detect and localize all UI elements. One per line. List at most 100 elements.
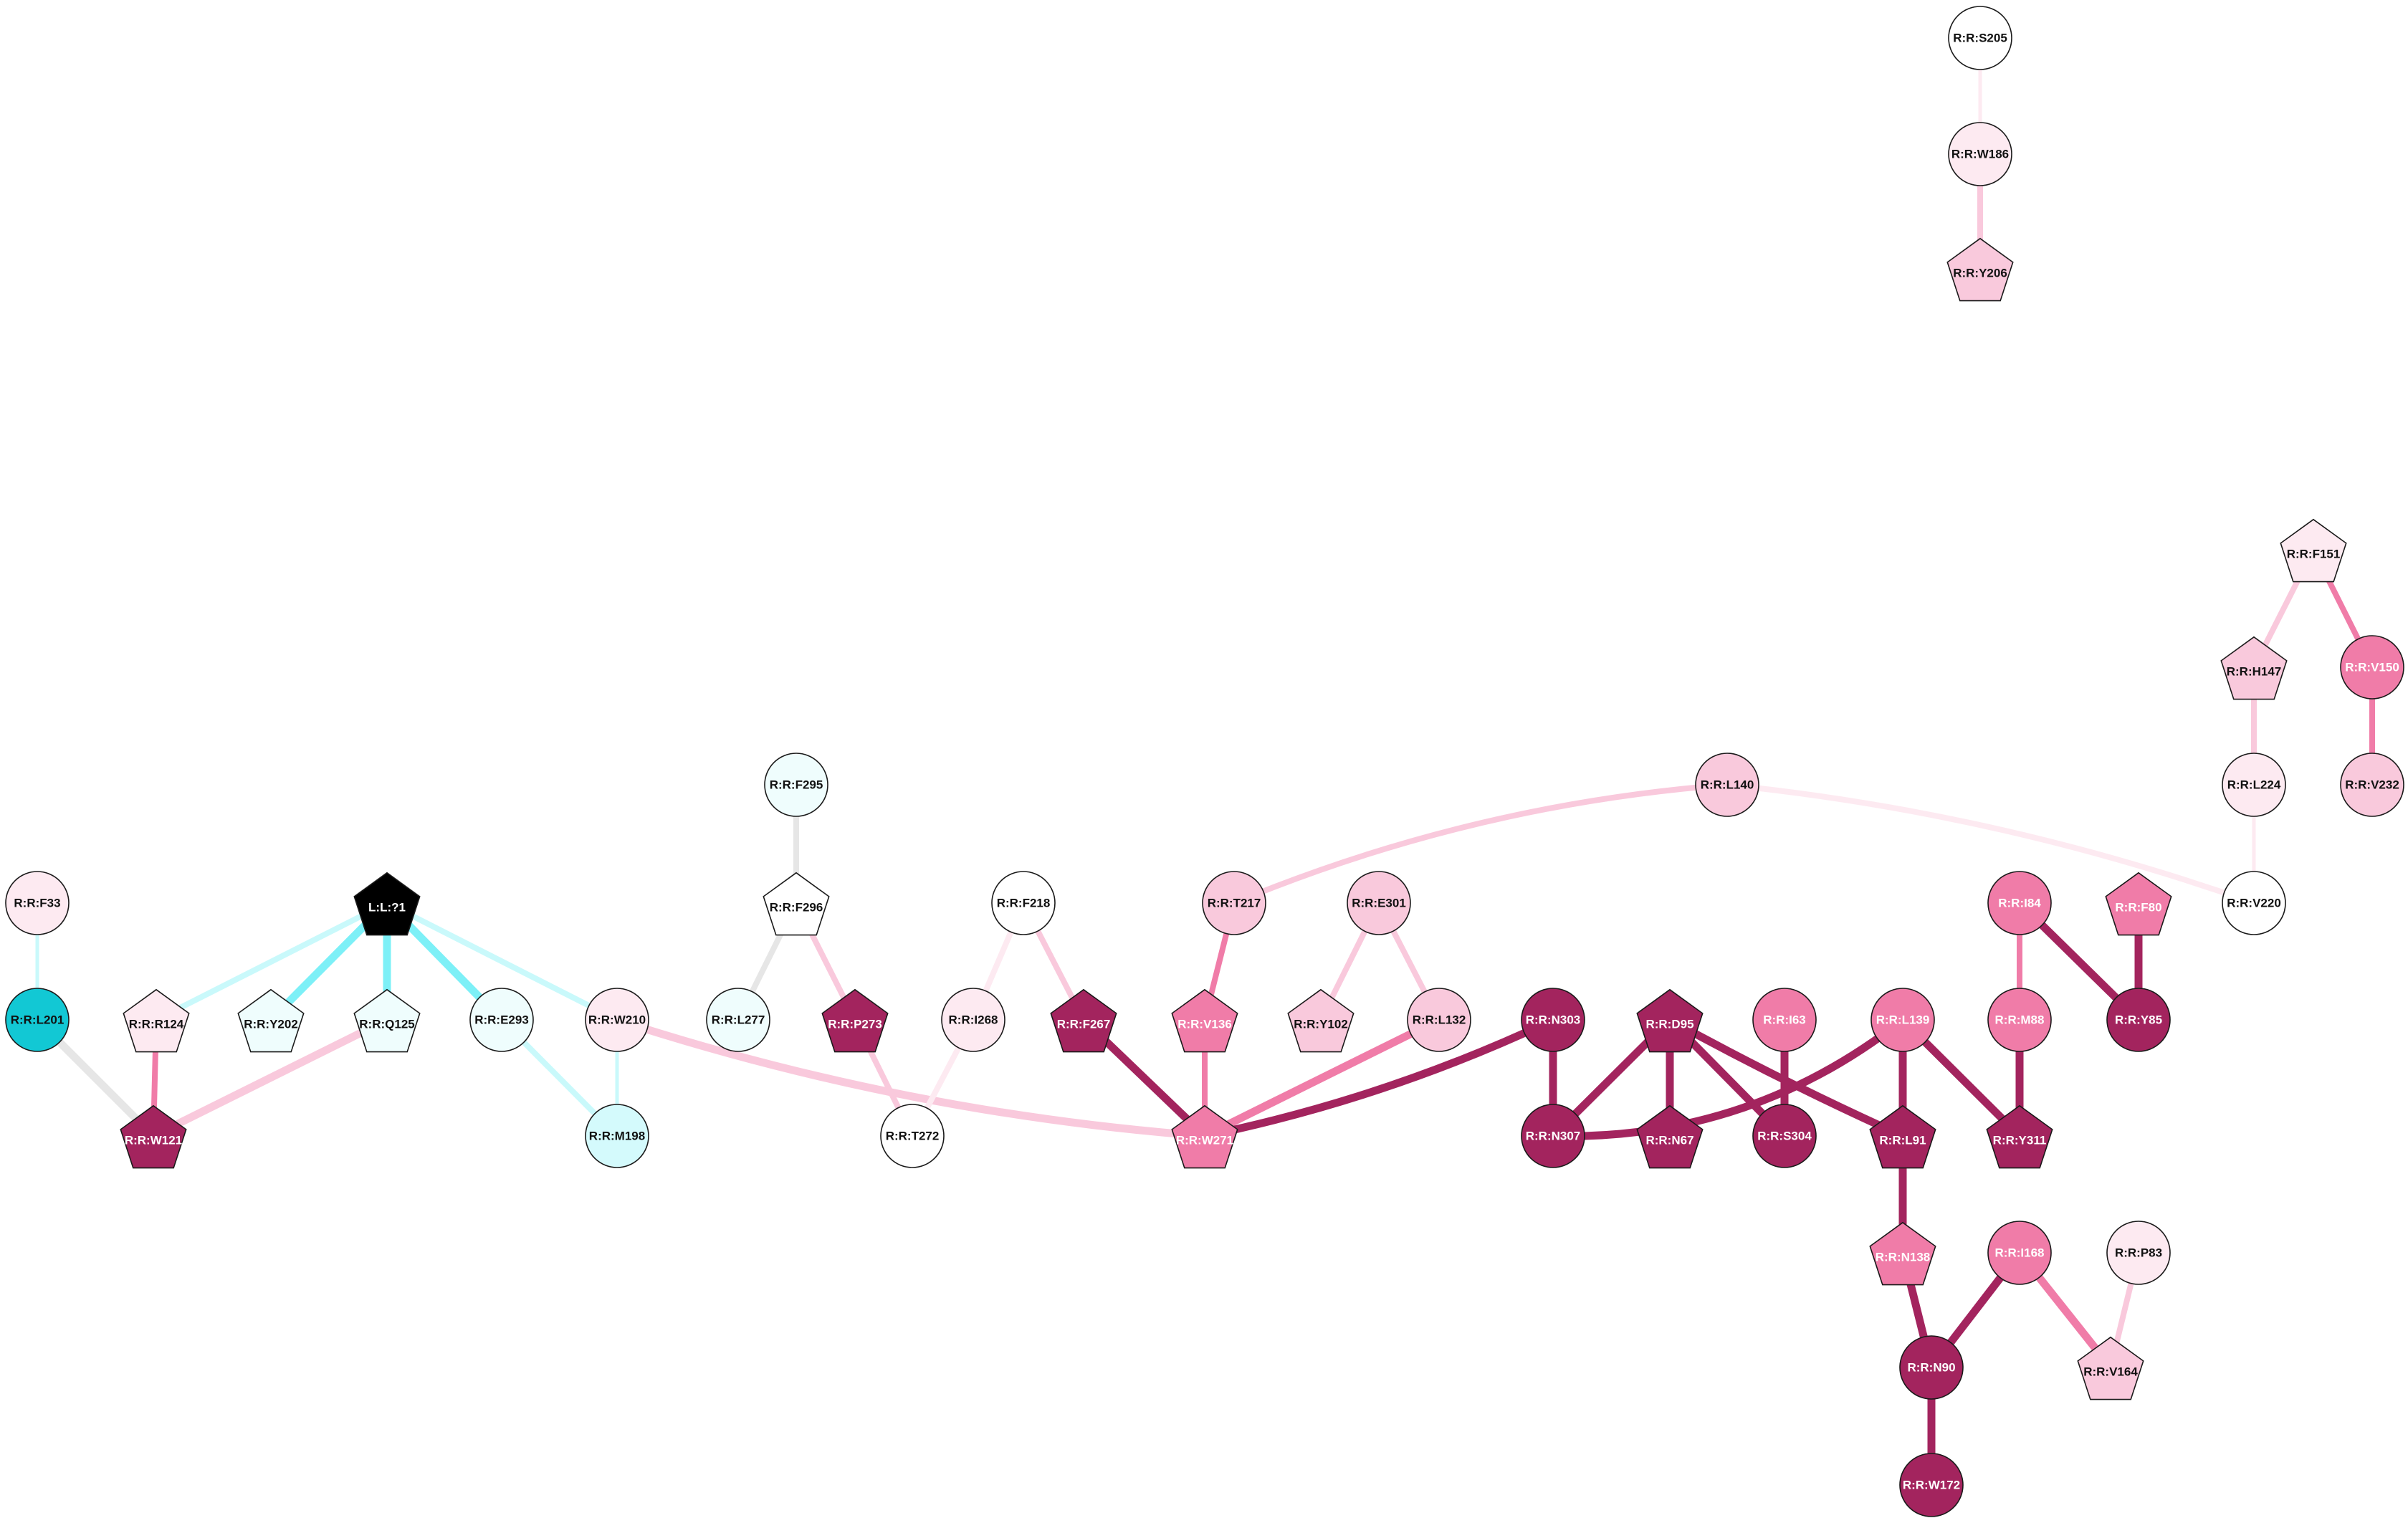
node-pentagon-shape <box>2280 518 2347 583</box>
node-l201[interactable]: R:R:L201 <box>5 988 70 1052</box>
node-pentagon-shape <box>1636 988 1704 1053</box>
node-circle-shape <box>1521 988 1585 1052</box>
node-d95[interactable]: R:R:D95 <box>1636 988 1704 1053</box>
node-pentagon-shape <box>1636 1104 1704 1169</box>
node-label: R:R:Y102 <box>1294 1018 1348 1031</box>
node-label: R:R:I168 <box>1995 1246 2045 1260</box>
node-v136[interactable]: R:R:V136 <box>1171 988 1238 1053</box>
node-w186[interactable]: R:R:W186 <box>1948 122 2012 186</box>
node-label: R:R:V232 <box>2345 778 2399 792</box>
node-y202[interactable]: R:R:Y202 <box>237 988 305 1053</box>
node-label: R:R:H147 <box>2227 665 2282 679</box>
node-v164[interactable]: R:R:V164 <box>2077 1336 2144 1400</box>
node-circle-shape <box>1752 988 1817 1052</box>
node-q125[interactable]: R:R:Q125 <box>353 988 421 1053</box>
node-y85[interactable]: R:R:Y85 <box>2106 988 2171 1052</box>
node-l277[interactable]: R:R:L277 <box>706 988 770 1052</box>
node-l140[interactable]: R:R:L140 <box>1695 753 1759 817</box>
node-label: R:R:F296 <box>770 901 823 915</box>
node-n307[interactable]: R:R:N307 <box>1521 1104 1585 1168</box>
node-label: R:R:D95 <box>1645 1018 1693 1031</box>
node-w210[interactable]: R:R:W210 <box>585 988 649 1052</box>
node-v220[interactable]: R:R:V220 <box>2222 871 2286 935</box>
node-v232[interactable]: R:R:V232 <box>2340 753 2404 817</box>
node-m198[interactable]: R:R:M198 <box>585 1104 649 1168</box>
node-circle-shape <box>2106 988 2171 1052</box>
node-pentagon-shape <box>821 988 889 1053</box>
node-n138[interactable]: R:R:N138 <box>1869 1221 1936 1286</box>
node-l71[interactable]: L:L:?1 <box>353 872 421 936</box>
node-i84[interactable]: R:R:I84 <box>1987 871 2052 935</box>
node-label: L:L:?1 <box>368 901 406 915</box>
node-label: R:R:S205 <box>1953 32 2007 45</box>
node-label: R:R:V164 <box>2083 1365 2138 1379</box>
node-l91[interactable]: R:R:L91 <box>1869 1104 1936 1169</box>
node-n303[interactable]: R:R:N303 <box>1521 988 1585 1052</box>
node-i63[interactable]: R:R:I63 <box>1752 988 1817 1052</box>
node-label: R:R:I84 <box>1998 897 2041 910</box>
node-i268[interactable]: R:R:I268 <box>941 988 1005 1052</box>
node-label: R:R:L132 <box>1413 1013 1466 1027</box>
node-circle-shape <box>1202 871 1266 935</box>
edge-l71-w210 <box>384 900 620 1023</box>
node-l132[interactable]: R:R:L132 <box>1407 988 1471 1052</box>
node-n67[interactable]: R:R:N67 <box>1636 1104 1704 1169</box>
node-circle-shape <box>1752 1104 1817 1168</box>
edge-n303-w271 <box>1200 1016 1557 1140</box>
node-m88[interactable]: R:R:M88 <box>1987 988 2052 1052</box>
node-y206[interactable]: R:R:Y206 <box>1946 237 2014 302</box>
node-circle-shape <box>1521 1104 1585 1168</box>
node-w172[interactable]: R:R:W172 <box>1899 1453 1964 1517</box>
node-circle-shape <box>2340 753 2404 817</box>
node-label: R:R:L91 <box>1879 1134 1926 1147</box>
node-w121[interactable]: R:R:W121 <box>120 1104 187 1169</box>
node-label: R:R:I63 <box>1763 1013 1806 1027</box>
node-n90[interactable]: R:R:N90 <box>1899 1335 1964 1400</box>
node-circle-shape <box>991 871 1056 935</box>
node-circle-shape <box>1899 1453 1964 1517</box>
node-circle-shape <box>5 988 70 1052</box>
node-pentagon-shape <box>1869 1104 1936 1169</box>
node-label: R:R:N307 <box>1526 1130 1581 1143</box>
node-i168[interactable]: R:R:I168 <box>1987 1221 2052 1285</box>
node-h147[interactable]: R:R:H147 <box>2220 636 2288 700</box>
node-t217[interactable]: R:R:T217 <box>1202 871 1266 935</box>
node-w271[interactable]: R:R:W271 <box>1171 1104 1238 1169</box>
node-s304[interactable]: R:R:S304 <box>1752 1104 1817 1168</box>
node-f33[interactable]: R:R:F33 <box>5 871 70 935</box>
node-p273[interactable]: R:R:P273 <box>821 988 889 1053</box>
node-pentagon-shape <box>353 988 421 1053</box>
node-r124[interactable]: R:R:R124 <box>123 988 190 1053</box>
node-circle-shape <box>1987 988 2052 1052</box>
node-label: R:R:F80 <box>2115 901 2161 915</box>
node-v150[interactable]: R:R:V150 <box>2340 635 2404 700</box>
node-e301[interactable]: R:R:E301 <box>1347 871 1411 935</box>
node-s205[interactable]: R:R:S205 <box>1948 6 2012 70</box>
node-label: R:R:S304 <box>1757 1130 1812 1143</box>
node-e293[interactable]: R:R:E293 <box>469 988 534 1052</box>
node-label: R:R:V136 <box>1177 1018 1232 1031</box>
node-t272[interactable]: R:R:T272 <box>880 1104 945 1168</box>
node-f296[interactable]: R:R:F296 <box>763 872 830 936</box>
node-f80[interactable]: R:R:F80 <box>2105 872 2172 936</box>
node-circle-shape <box>2222 871 2286 935</box>
node-label: R:R:V220 <box>2227 897 2281 910</box>
node-label: R:R:Y85 <box>2115 1013 2162 1027</box>
node-y102[interactable]: R:R:Y102 <box>1287 988 1354 1053</box>
node-f295[interactable]: R:R:F295 <box>764 753 828 817</box>
node-f218[interactable]: R:R:F218 <box>991 871 1056 935</box>
node-circle-shape <box>1948 6 2012 70</box>
node-l224[interactable]: R:R:L224 <box>2222 753 2286 817</box>
edge-l139-n307 <box>1549 1016 1907 1140</box>
node-l139[interactable]: R:R:L139 <box>1870 988 1935 1052</box>
node-layer: R:R:S205 R:R:W186 R:R:Y206 R:R:F151 R:R:H147… <box>5 6 2404 1517</box>
node-f267[interactable]: R:R:F267 <box>1050 988 1117 1053</box>
node-y311[interactable]: R:R:Y311 <box>1986 1104 2053 1169</box>
node-f151[interactable]: R:R:F151 <box>2280 518 2347 583</box>
node-label: R:R:T272 <box>886 1130 940 1143</box>
node-pentagon-shape <box>120 1104 187 1169</box>
node-label: R:R:P83 <box>2115 1246 2162 1260</box>
node-pentagon-shape <box>2105 872 2172 936</box>
node-p83[interactable]: R:R:P83 <box>2106 1221 2171 1285</box>
node-label: R:R:L201 <box>11 1013 64 1027</box>
